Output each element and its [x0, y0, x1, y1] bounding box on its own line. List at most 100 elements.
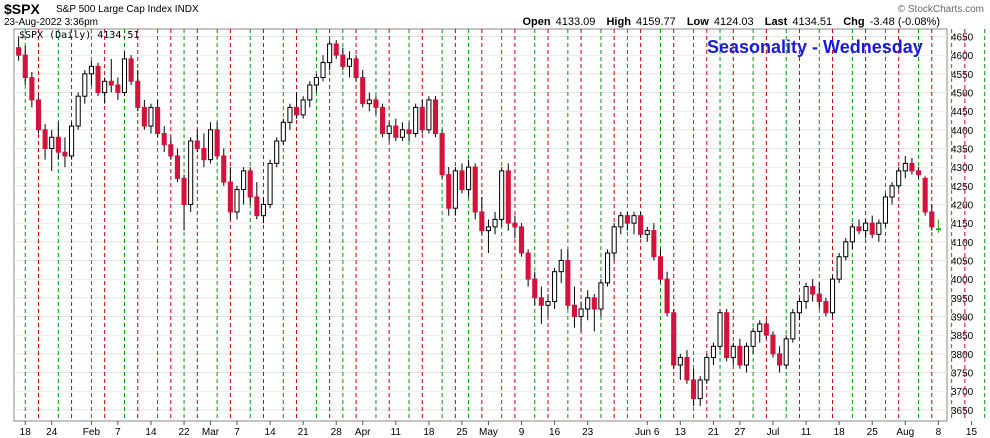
- candle-body: [161, 133, 167, 146]
- candle-body: [82, 73, 88, 97]
- x-tick-label: Aug: [896, 427, 914, 438]
- x-tick-label: Jul: [767, 427, 780, 438]
- candle-body: [525, 252, 531, 280]
- candle-body: [227, 181, 233, 213]
- last-value: 4134.51: [792, 16, 833, 28]
- candle-body: [287, 106, 293, 123]
- candle-body: [439, 133, 445, 176]
- y-tick-label: 4150: [951, 219, 974, 230]
- candle-body: [313, 77, 319, 86]
- candle-body: [22, 54, 28, 79]
- chg-value: -3.48 (-0.08%): [869, 16, 940, 28]
- high-value: 4159.77: [636, 16, 676, 28]
- y-tick-label: 4350: [951, 144, 974, 155]
- x-tick-label: 13: [675, 427, 687, 438]
- x-tick-label: 11: [801, 427, 812, 438]
- chart-legend: $SPX (Daily) 4134.51: [19, 30, 140, 41]
- candle-body: [327, 43, 333, 64]
- candle-body: [373, 99, 379, 108]
- candle-body: [188, 140, 194, 205]
- symbol-label: $SPX: [4, 1, 40, 17]
- x-tick-label: 8: [936, 427, 942, 438]
- candle-body: [492, 218, 498, 228]
- candle-body: [902, 162, 908, 172]
- candle-body: [75, 95, 81, 127]
- candle-body: [849, 226, 855, 243]
- candle-body: [532, 278, 538, 299]
- candle-body: [611, 226, 617, 254]
- candle-body: [704, 357, 710, 381]
- candle-body: [618, 215, 624, 228]
- candle-body: [790, 312, 796, 340]
- x-tick-label: 14: [145, 427, 157, 438]
- candle-body: [922, 177, 928, 213]
- candle-body: [452, 170, 458, 209]
- y-tick-label: 4250: [951, 182, 974, 193]
- candle-body: [340, 54, 346, 67]
- candle-body: [307, 84, 313, 101]
- x-tick-label: Jun 6: [635, 427, 660, 438]
- chg-label: Chg: [843, 16, 865, 28]
- low-label: Low: [686, 16, 709, 28]
- candle-body: [552, 271, 558, 303]
- open-label: Open: [522, 16, 551, 28]
- candle-body: [671, 312, 677, 366]
- candle-body: [823, 301, 829, 314]
- candle-body: [472, 166, 478, 213]
- candle-body: [135, 80, 141, 108]
- candle-body: [604, 252, 611, 284]
- last-label: Last: [764, 16, 788, 28]
- candle-body: [148, 106, 154, 127]
- candle-body: [115, 84, 121, 93]
- y-tick-label: 4000: [951, 275, 974, 286]
- low-value: 4124.03: [713, 16, 754, 28]
- y-tick-label: 3800: [951, 350, 974, 361]
- y-tick-label: 3850: [951, 331, 974, 342]
- x-tick-label: 23: [582, 427, 594, 438]
- candle-body: [386, 125, 392, 135]
- candle-body: [677, 357, 683, 366]
- chart-title: Seasonality - Wednesday: [707, 37, 923, 57]
- candle-body: [929, 211, 935, 228]
- quote-summary: Open 4133.09 High 4159.77 Low 4124.03 La…: [522, 16, 940, 28]
- candle-body: [174, 155, 180, 179]
- candle-body: [829, 278, 836, 314]
- candle-body: [691, 379, 697, 400]
- x-tick-label: 14: [265, 427, 277, 438]
- candle-body: [896, 170, 902, 187]
- candle-body: [697, 379, 703, 400]
- x-tick-label: 9: [519, 427, 525, 438]
- copyright-label: © StockCharts.com: [897, 4, 984, 15]
- y-tick-label: 3650: [951, 406, 974, 417]
- candle-body: [102, 80, 108, 93]
- candle-body: [598, 282, 604, 310]
- candle-body: [128, 58, 134, 82]
- candle-body: [538, 297, 544, 306]
- x-tick-label: 25: [456, 427, 468, 438]
- candle-body: [426, 99, 432, 131]
- chart-header-row-2: 23-Aug-2022 3:36pm Open 4133.09 High 415…: [0, 16, 990, 28]
- candle-body: [869, 222, 875, 235]
- candle-body: [558, 259, 564, 273]
- candle-body: [651, 230, 657, 258]
- candle-body: [214, 129, 220, 157]
- candle-body: [406, 129, 412, 135]
- chart-header-row-1: $SPX S&P 500 Large Cap Index INDX © Stoc…: [0, 1, 990, 17]
- candle-body: [743, 345, 750, 366]
- x-tick-label: May: [479, 427, 498, 438]
- candle-body: [108, 80, 114, 86]
- candle-body: [644, 230, 650, 235]
- x-tick-label: Apr: [355, 427, 371, 438]
- candle-body: [234, 189, 240, 213]
- candle-body: [505, 170, 511, 224]
- candle-body: [320, 62, 326, 79]
- candle-body: [55, 136, 61, 153]
- y-tick-label: 4600: [951, 51, 974, 62]
- y-tick-label: 4300: [951, 163, 974, 174]
- candle-body: [293, 106, 300, 116]
- candle-body: [49, 136, 55, 149]
- candle-body: [16, 47, 22, 56]
- candle-body: [353, 58, 359, 79]
- candle-body: [777, 353, 783, 366]
